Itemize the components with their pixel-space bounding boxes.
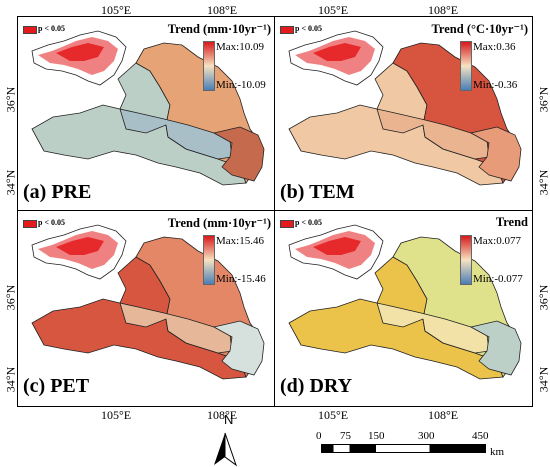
watershed-center <box>376 108 490 160</box>
panel-b: p < 0.05 Trend (°C·10yr⁻¹) Max:0.36 Min:… <box>274 16 533 212</box>
significance-swatch <box>23 26 37 34</box>
bottom-tick-108: 108°E <box>207 408 238 422</box>
legend-max: Max:10.09 <box>216 41 264 53</box>
watershed-south <box>469 126 522 182</box>
scale-300: 300 <box>418 430 435 442</box>
watershed-center <box>376 302 490 354</box>
trend-title: Trend (°C·10yr⁻¹) <box>431 22 528 36</box>
map-c <box>31 224 265 380</box>
bottom-tick-105-right: 105°E <box>318 408 349 422</box>
top-tick-105: 105°E <box>101 3 132 17</box>
legend-colorbar <box>203 235 215 285</box>
inset-significant-streak <box>313 43 361 61</box>
top-tick-108: 108°E <box>207 3 238 17</box>
watershed-south <box>212 320 265 376</box>
map-a <box>31 30 265 186</box>
significance-label: p < 0.05 <box>38 218 66 227</box>
trend-title: Trend (mm·10yr⁻¹) <box>167 22 271 36</box>
panel-c: p < 0.05 Trend (mm·10yr⁻¹) Max:15.46 Min… <box>17 210 276 407</box>
trend-title: Trend (mm·10yr⁻¹) <box>167 216 271 230</box>
right-tick-34-bottom: 34°N <box>536 366 550 393</box>
scale-450: 450 <box>472 430 489 442</box>
legend-colorbar <box>460 41 472 91</box>
panel-title: (c) PET <box>23 375 90 397</box>
watershed-center <box>119 108 233 160</box>
map-d <box>288 224 522 380</box>
top-tick-108-right: 108°E <box>428 3 459 17</box>
right-tick-36-bottom: 36°N <box>536 284 550 311</box>
map-b <box>288 30 522 186</box>
significance-label: p < 0.05 <box>295 218 323 227</box>
legend-max: Max:0.36 <box>473 41 516 53</box>
significance-swatch <box>23 220 37 228</box>
scale-unit: km <box>490 446 505 458</box>
panel-a: p < 0.05 Trend (mm·10yr⁻¹) Max:10.09 Min… <box>17 16 276 212</box>
inset-significant-streak <box>313 237 361 255</box>
north-arrow-icon <box>214 432 237 467</box>
significance-swatch <box>280 26 294 34</box>
trend-title: Trend <box>495 215 528 229</box>
inset-significant-streak <box>56 237 104 255</box>
legend-min: Min:-10.09 <box>216 79 266 91</box>
bottom-tick-105: 105°E <box>101 408 132 422</box>
legend-colorbar <box>460 235 472 285</box>
significance-label: p < 0.05 <box>38 24 66 33</box>
legend-colorbar <box>203 41 215 91</box>
legend-min: Min:-0.077 <box>473 273 523 285</box>
scale-75: 75 <box>340 430 351 442</box>
top-tick-105-right: 105°E <box>318 3 349 17</box>
scale-bar <box>321 444 486 453</box>
panel-title: (d) DRY <box>280 375 353 397</box>
north-label: N <box>224 412 234 427</box>
scale-0: 0 <box>316 430 322 442</box>
legend-max: Max:0.077 <box>473 235 521 247</box>
right-tick-36-top: 36°N <box>536 86 550 113</box>
legend-max: Max:15.46 <box>216 235 264 247</box>
bottom-tick-108-right: 108°E <box>428 408 459 422</box>
panel-title: (b) TEM <box>280 181 355 203</box>
panel-title: (a) PRE <box>23 181 92 203</box>
watershed-south <box>469 320 522 376</box>
legend-min: Min:-0.36 <box>473 79 518 91</box>
panel-d: p < 0.05 Trend Max:0.077 Min:-0.077 (d) … <box>274 210 533 407</box>
right-tick-34-top: 34°N <box>536 169 550 196</box>
watershed-south <box>212 126 265 182</box>
scale-150: 150 <box>368 430 385 442</box>
significance-swatch <box>280 220 294 228</box>
inset-significant-streak <box>56 43 104 61</box>
legend-min: Min:-15.46 <box>216 273 266 285</box>
significance-label: p < 0.05 <box>295 24 323 33</box>
watershed-center <box>119 302 233 354</box>
